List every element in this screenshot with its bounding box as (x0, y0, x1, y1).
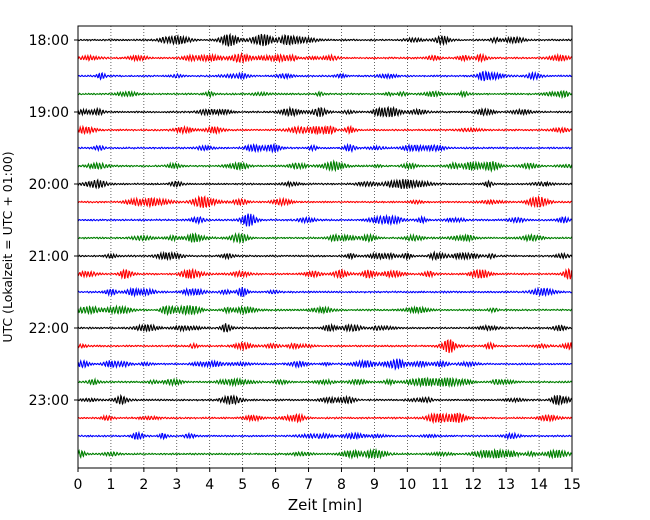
x-tick-label: 9 (370, 477, 379, 493)
x-tick-label: 10 (398, 477, 416, 493)
x-tick-label: 8 (337, 477, 346, 493)
trace-line (77, 124, 573, 136)
trace-line (77, 412, 573, 425)
trace-line (77, 32, 573, 47)
y-tick-label: 22:00 (29, 321, 69, 337)
trace-line (77, 70, 573, 82)
y-tick-label: 19:00 (29, 105, 69, 121)
trace-line (77, 376, 573, 388)
y-tick-label: 18:00 (29, 33, 69, 49)
y-tick-label: 21:00 (29, 249, 69, 265)
plot-frame (77, 25, 573, 469)
trace-line (77, 178, 573, 190)
trace-line (77, 250, 573, 262)
x-tick-label: 1 (106, 477, 115, 493)
trace-line (77, 286, 573, 298)
x-tick-label: 7 (304, 477, 313, 493)
y-tick-label: 20:00 (29, 177, 69, 193)
x-tick-label: 4 (205, 477, 214, 493)
x-axis-label: Zeit [min] (288, 496, 362, 514)
trace-line (77, 105, 573, 118)
trace-group (77, 32, 573, 460)
x-tick-label: 12 (464, 477, 482, 493)
trace-line (77, 304, 573, 317)
trace-line (77, 213, 573, 227)
x-axis-ticks: 0 1 2 3 4 5 6 7 8 9 10 11 12 13 14 15 (74, 468, 581, 493)
x-tick-label: 0 (74, 477, 83, 493)
trace-line (77, 358, 573, 371)
trace-line (77, 447, 573, 460)
x-tick-label: 2 (139, 477, 148, 493)
x-tick-label: 14 (530, 477, 548, 493)
trace-line (77, 159, 573, 173)
x-tick-label: 13 (497, 477, 515, 493)
x-tick-label: 6 (271, 477, 280, 493)
trace-line (77, 51, 573, 65)
trace-line (77, 142, 573, 154)
y-axis-label: UTC (Lokalzeit = UTC + 01:00) (0, 151, 15, 342)
x-tick-label: 11 (431, 477, 449, 493)
y-tick-label: 23:00 (29, 393, 69, 409)
trace-line (77, 339, 573, 354)
x-tick-label: 15 (563, 477, 581, 493)
trace-line (77, 267, 573, 281)
trace-line (77, 393, 573, 406)
trace-line (77, 89, 573, 100)
trace-line (77, 322, 573, 333)
x-tick-label: 3 (172, 477, 181, 493)
trace-line (77, 430, 573, 441)
trace-line (78, 194, 573, 209)
x-tick-label: 5 (238, 477, 247, 493)
y-axis-ticks: 18:00 19:00 20:00 21:00 22:00 23:00 (29, 33, 78, 409)
trace-line (77, 231, 573, 245)
